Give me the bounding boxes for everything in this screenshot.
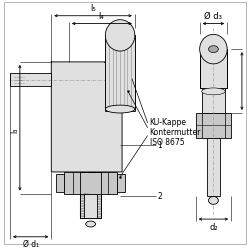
Text: KU-Kappe: KU-Kappe [150,118,186,127]
Ellipse shape [86,221,96,227]
Ellipse shape [202,88,225,95]
Bar [117,174,125,192]
Text: 1: 1 [158,141,162,150]
Ellipse shape [208,46,218,52]
Text: l₅: l₅ [91,4,96,13]
Text: 2: 2 [158,192,162,201]
Bar [196,113,231,138]
Text: l₃: l₃ [10,128,20,133]
Bar [64,172,117,194]
Bar [84,194,98,218]
Bar [202,88,225,113]
Ellipse shape [105,20,135,51]
Bar [80,172,102,218]
Ellipse shape [105,105,135,113]
Text: ISO 8675: ISO 8675 [150,138,184,147]
Bar [105,35,135,111]
Text: Ø d₁: Ø d₁ [22,240,39,249]
Bar [80,172,102,218]
Ellipse shape [200,34,227,64]
Text: Kontermutter: Kontermutter [150,128,201,137]
Text: l₄: l₄ [98,12,104,21]
Ellipse shape [208,196,218,204]
Bar [10,73,51,86]
Bar [200,49,227,88]
Bar [206,138,220,196]
Polygon shape [51,62,122,172]
Bar [80,172,102,218]
Text: Ø d₃: Ø d₃ [204,12,222,21]
Text: d₂: d₂ [209,223,218,232]
Bar [56,174,64,192]
